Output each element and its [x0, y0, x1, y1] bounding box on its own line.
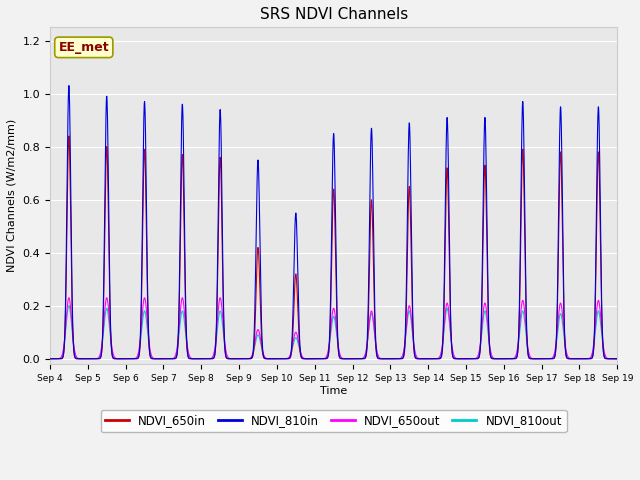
NDVI_650out	[541, 356, 549, 361]
NDVI_650out	[273, 356, 281, 361]
NDVI_810out	[145, 338, 152, 344]
NDVI_810in	[264, 356, 271, 361]
NDVI_810out	[614, 356, 621, 361]
Legend: NDVI_650in, NDVI_810in, NDVI_650out, NDVI_810out: NDVI_650in, NDVI_810in, NDVI_650out, NDV…	[100, 410, 566, 432]
X-axis label: Time: Time	[320, 385, 348, 396]
NDVI_810out	[289, 345, 296, 351]
NDVI_650in	[603, 356, 611, 361]
NDVI_810out	[541, 356, 549, 361]
NDVI_650in	[65, 133, 73, 139]
Line: NDVI_650in: NDVI_650in	[50, 136, 618, 359]
NDVI_650in	[264, 356, 271, 361]
NDVI_810in	[289, 330, 296, 336]
NDVI_810in	[65, 83, 73, 88]
NDVI_650in	[46, 356, 54, 361]
NDVI_810in	[46, 356, 54, 361]
NDVI_810in	[111, 356, 118, 361]
NDVI_650out	[65, 295, 73, 300]
NDVI_650in	[289, 338, 296, 344]
NDVI_650in	[273, 356, 281, 361]
NDVI_810out	[264, 356, 271, 361]
Line: NDVI_810in: NDVI_810in	[50, 85, 618, 359]
Line: NDVI_810out: NDVI_810out	[50, 306, 618, 359]
Y-axis label: NDVI Channels (W/m2/mm): NDVI Channels (W/m2/mm)	[7, 119, 17, 272]
NDVI_650out	[603, 355, 611, 360]
NDVI_810in	[614, 356, 621, 361]
NDVI_650out	[111, 355, 118, 360]
Line: NDVI_650out: NDVI_650out	[50, 298, 618, 359]
NDVI_650out	[145, 333, 152, 339]
NDVI_650out	[264, 356, 271, 361]
NDVI_650in	[614, 356, 621, 361]
NDVI_810in	[145, 328, 152, 334]
NDVI_650out	[614, 356, 621, 361]
NDVI_650out	[46, 356, 54, 361]
NDVI_650out	[289, 343, 296, 348]
NDVI_810out	[46, 356, 54, 361]
NDVI_810in	[541, 356, 549, 361]
NDVI_650in	[145, 334, 152, 339]
NDVI_650in	[541, 356, 549, 361]
NDVI_650in	[111, 356, 118, 361]
Text: EE_met: EE_met	[58, 41, 109, 54]
NDVI_810out	[111, 355, 118, 361]
NDVI_810out	[273, 356, 281, 361]
NDVI_810out	[603, 355, 611, 361]
NDVI_810out	[65, 303, 73, 309]
Title: SRS NDVI Channels: SRS NDVI Channels	[259, 7, 408, 22]
NDVI_810in	[602, 356, 610, 361]
